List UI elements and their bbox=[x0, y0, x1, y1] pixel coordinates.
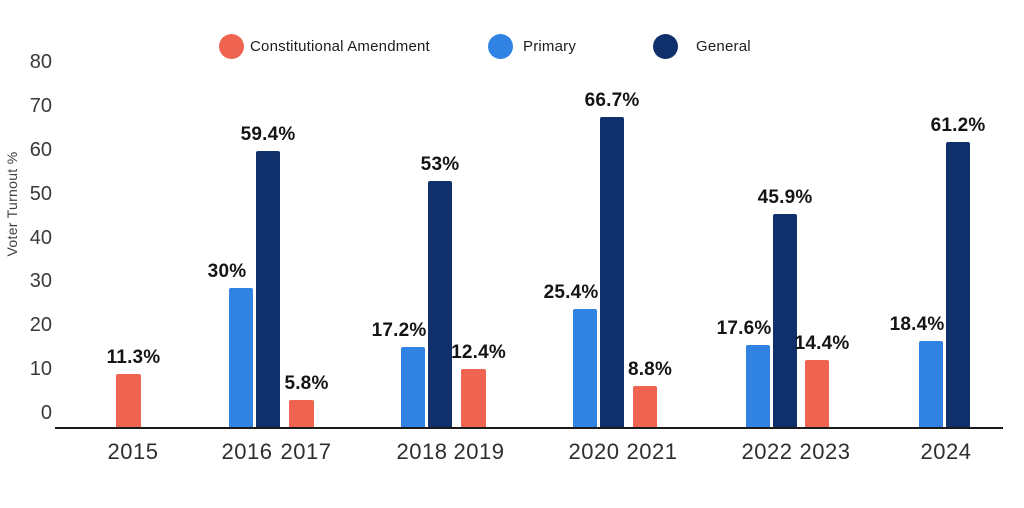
value-label-2019-constitutional-amendment: 12.4% bbox=[451, 342, 506, 364]
bar-constitutional-amendment-2023 bbox=[805, 360, 829, 428]
bar-primary-2018 bbox=[401, 347, 425, 428]
bar-primary-2020 bbox=[573, 308, 597, 428]
bar-general-2016 bbox=[256, 150, 280, 428]
value-label-2020-general: 66.7% bbox=[584, 89, 640, 111]
bar-constitutional-amendment-2019 bbox=[461, 369, 486, 428]
bar-primary-2022 bbox=[746, 345, 770, 428]
bar-primary-2016 bbox=[229, 287, 253, 428]
value-label-2016-general: 59.4% bbox=[240, 123, 296, 145]
value-label-2022-general: 45.9% bbox=[757, 186, 813, 208]
value-label-2018-primary: 17.2% bbox=[371, 320, 427, 342]
value-label-2017-constitutional-amendment: 5.8% bbox=[284, 373, 329, 395]
legend-swatch-constitutional-amendment bbox=[219, 34, 244, 59]
value-label-2024-general: 61.2% bbox=[930, 115, 986, 137]
legend-label-constitutional-amendment: Constitutional Amendment bbox=[250, 38, 430, 55]
y-tick-label-50: 50 bbox=[29, 182, 52, 205]
y-tick-label-30: 30 bbox=[29, 270, 52, 293]
legend-label-primary: Primary bbox=[523, 38, 577, 55]
legend-label-general: General bbox=[696, 38, 751, 55]
legend-swatch-general bbox=[653, 34, 678, 59]
x-tick-label-2019: 2019 bbox=[453, 439, 505, 464]
x-tick-label-2024: 2024 bbox=[920, 439, 972, 464]
y-tick-label-0: 0 bbox=[40, 402, 52, 424]
y-tick-label-40: 40 bbox=[29, 226, 52, 249]
bar-constitutional-amendment-2021 bbox=[633, 386, 657, 428]
x-tick-label-2017: 2017 bbox=[280, 439, 332, 464]
legend-swatch-primary bbox=[488, 34, 513, 59]
x-axis-line bbox=[55, 427, 1003, 429]
x-tick-label-2016: 2016 bbox=[221, 439, 273, 464]
value-label-2024-primary: 18.4% bbox=[889, 314, 945, 336]
y-tick-label-70: 70 bbox=[29, 94, 52, 117]
x-tick-label-2018: 2018 bbox=[396, 439, 448, 464]
x-tick-label-2023: 2023 bbox=[799, 439, 851, 464]
bar-constitutional-amendment-2015 bbox=[116, 374, 141, 428]
value-label-2015-constitutional-amendment: 11.3% bbox=[106, 347, 161, 369]
value-label-2021-constitutional-amendment: 8.8% bbox=[627, 359, 673, 381]
y-tick-label-80: 80 bbox=[29, 51, 52, 73]
bar-general-2018 bbox=[428, 180, 452, 428]
x-tick-label-2020: 2020 bbox=[568, 439, 620, 464]
x-tick-label-2022: 2022 bbox=[741, 439, 793, 464]
x-tick-label-2015: 2015 bbox=[107, 439, 159, 464]
value-label-2022-primary: 17.6% bbox=[716, 318, 772, 340]
bar-constitutional-amendment-2017 bbox=[289, 400, 314, 428]
y-tick-label-20: 20 bbox=[29, 314, 52, 337]
bar-general-2022 bbox=[773, 213, 797, 428]
value-label-2020-primary: 25.4% bbox=[543, 281, 599, 303]
bar-general-2020 bbox=[600, 116, 624, 428]
y-tick-label-60: 60 bbox=[29, 138, 52, 161]
value-label-2016-primary: 30% bbox=[207, 260, 247, 282]
value-label-2023-constitutional-amendment: 14.4% bbox=[794, 333, 850, 355]
x-tick-label-2021: 2021 bbox=[626, 439, 678, 464]
bar-general-2024 bbox=[946, 142, 970, 428]
y-tick-label-10: 10 bbox=[29, 358, 52, 381]
value-label-2018-general: 53% bbox=[420, 153, 460, 175]
bar-primary-2024 bbox=[919, 341, 943, 428]
